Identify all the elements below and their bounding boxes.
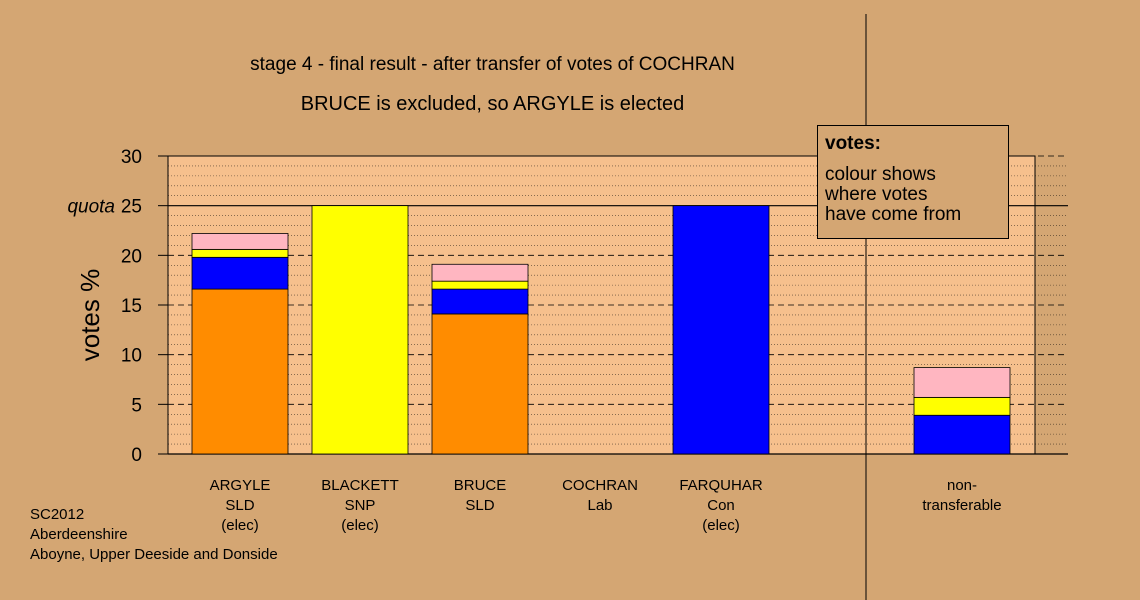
bar-segment-lab xyxy=(431,263,529,282)
category-label: SLD xyxy=(465,497,494,514)
y-tick-label: 0 xyxy=(131,445,142,466)
y-tick-label: 10 xyxy=(121,346,142,367)
category-label: COCHRAN xyxy=(562,477,638,494)
bar-segment-sld xyxy=(431,313,529,455)
bar-segment-sld xyxy=(191,288,289,455)
category-label: (elec) xyxy=(221,517,259,534)
category-label: Con xyxy=(707,497,735,514)
y-tick-label: 30 xyxy=(121,147,142,168)
y-tick-label: 25 xyxy=(121,197,142,218)
chart-subtitle: BRUCE is excluded, so ARGYLE is elected xyxy=(300,93,685,115)
category-label: Lab xyxy=(587,497,612,514)
bar-segment-snp xyxy=(311,205,409,455)
legend-title: votes: xyxy=(825,133,881,154)
bar-segment-lab xyxy=(913,367,1011,398)
bar-segment-snp xyxy=(191,248,289,258)
bar-segment-con xyxy=(672,205,770,455)
bar-segment-con xyxy=(431,288,529,315)
y-tick-label: 20 xyxy=(121,246,142,267)
chart-title: stage 4 - final result - after transfer … xyxy=(250,54,735,75)
category-label: non- xyxy=(947,477,977,494)
category-label: ARGYLE xyxy=(210,477,271,494)
legend: votes: colour shows where votes have com… xyxy=(817,125,1009,239)
category-label: BLACKETT xyxy=(321,477,399,494)
footer-council: Aberdeenshire xyxy=(30,526,128,543)
y-tick-label: 15 xyxy=(121,296,142,317)
category-label: SLD xyxy=(225,497,254,514)
category-label: FARQUHAR xyxy=(679,477,763,494)
legend-text: colour shows where votes have come from xyxy=(825,164,962,225)
footer-code: SC2012 xyxy=(30,506,85,523)
quota-label: quota xyxy=(67,197,115,218)
footer-ward: Aboyne, Upper Deeside and Donside xyxy=(30,546,278,563)
category-label: (elec) xyxy=(702,517,740,534)
y-tick-label: 5 xyxy=(131,395,142,416)
bar-segment-snp xyxy=(431,280,529,290)
y-axis-label: votes % xyxy=(75,269,105,362)
category-label: SNP xyxy=(345,497,376,514)
bar-segment-con xyxy=(191,256,289,290)
category-label: transferable xyxy=(922,497,1001,514)
bar-segment-con xyxy=(913,414,1011,455)
bar-segment-lab xyxy=(191,233,289,250)
category-label: BRUCE xyxy=(454,477,507,494)
bar-segment-snp xyxy=(913,396,1011,416)
category-label: (elec) xyxy=(341,517,379,534)
